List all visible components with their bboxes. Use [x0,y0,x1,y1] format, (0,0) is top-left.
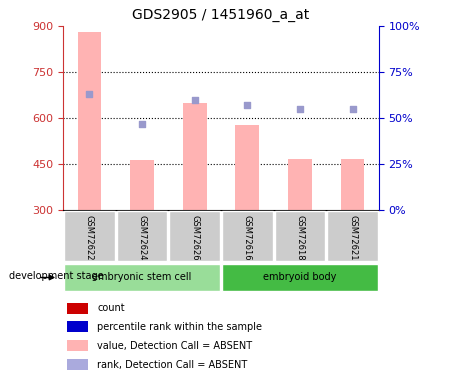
Bar [170,211,220,261]
Text: embryoid body: embryoid body [263,272,336,282]
Text: percentile rank within the sample: percentile rank within the sample [97,322,262,332]
Bar [275,211,325,261]
Text: GSM72622: GSM72622 [85,215,94,261]
Bar [183,103,207,210]
Point [191,97,198,103]
Point [349,106,356,112]
Text: rank, Detection Call = ABSENT: rank, Detection Call = ABSENT [97,360,248,370]
Bar [64,264,220,291]
Bar [64,211,115,261]
Text: GSM72618: GSM72618 [295,215,304,261]
Text: GSM72616: GSM72616 [243,215,252,261]
Point [138,121,146,127]
Bar [341,159,364,210]
Bar [67,321,88,333]
Text: GSM72626: GSM72626 [190,215,199,261]
Bar [117,211,167,261]
Bar [222,264,378,291]
Bar [235,125,259,210]
Text: count: count [97,303,125,313]
Text: GSM72621: GSM72621 [348,215,357,261]
Title: GDS2905 / 1451960_a_at: GDS2905 / 1451960_a_at [132,9,310,22]
Text: GSM72624: GSM72624 [138,215,147,261]
Bar [222,211,272,261]
Bar [67,359,88,370]
Point [296,106,304,112]
Bar [327,211,378,261]
Bar [67,340,88,351]
Point [86,91,93,97]
Bar [67,303,88,313]
Text: development stage: development stage [9,272,104,281]
Point [244,102,251,108]
Bar [78,32,101,210]
Bar [288,159,312,210]
Text: value, Detection Call = ABSENT: value, Detection Call = ABSENT [97,341,253,351]
Bar [130,160,154,210]
Text: embryonic stem cell: embryonic stem cell [92,272,192,282]
